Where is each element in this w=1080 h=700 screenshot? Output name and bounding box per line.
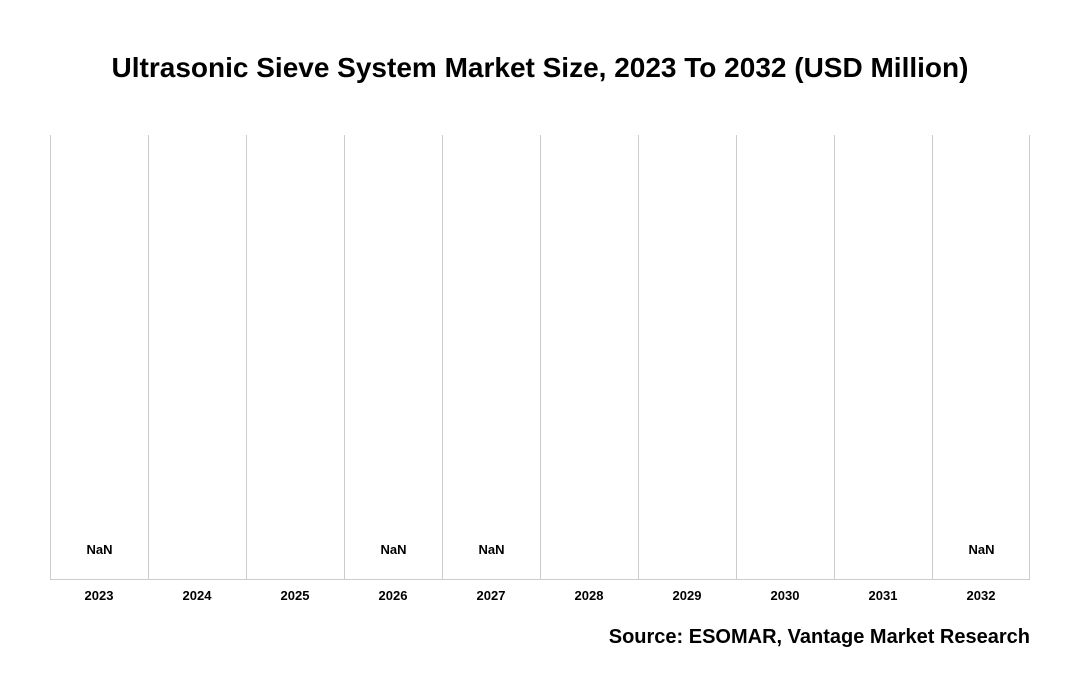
- value-label: NaN: [443, 542, 540, 557]
- grid-column: NaN: [344, 135, 442, 579]
- chart-container: Ultrasonic Sieve System Market Size, 202…: [0, 0, 1080, 700]
- x-tick-label: 2023: [50, 588, 148, 603]
- x-tick-label: 2032: [932, 588, 1030, 603]
- x-tick-label: 2027: [442, 588, 540, 603]
- chart-title: Ultrasonic Sieve System Market Size, 202…: [0, 52, 1080, 84]
- grid-column: [638, 135, 736, 579]
- plot-area: NaNNaNNaNNaN: [50, 135, 1030, 580]
- x-axis-labels: 2023202420252026202720282029203020312032: [50, 588, 1030, 608]
- grid-column: [148, 135, 246, 579]
- x-tick-label: 2025: [246, 588, 344, 603]
- source-attribution: Source: ESOMAR, Vantage Market Research: [609, 626, 1030, 649]
- value-label: NaN: [51, 542, 148, 557]
- value-label: NaN: [345, 542, 442, 557]
- grid-column: NaN: [442, 135, 540, 579]
- x-tick-label: 2029: [638, 588, 736, 603]
- grid-column: [246, 135, 344, 579]
- value-label: NaN: [933, 542, 1030, 557]
- x-tick-label: 2031: [834, 588, 932, 603]
- grid-column: [736, 135, 834, 579]
- x-tick-label: 2024: [148, 588, 246, 603]
- grid-column: NaN: [50, 135, 148, 579]
- x-tick-label: 2030: [736, 588, 834, 603]
- grid-column: [834, 135, 932, 579]
- grid-column: NaN: [932, 135, 1030, 579]
- x-tick-label: 2026: [344, 588, 442, 603]
- grid-column: [540, 135, 638, 579]
- x-tick-label: 2028: [540, 588, 638, 603]
